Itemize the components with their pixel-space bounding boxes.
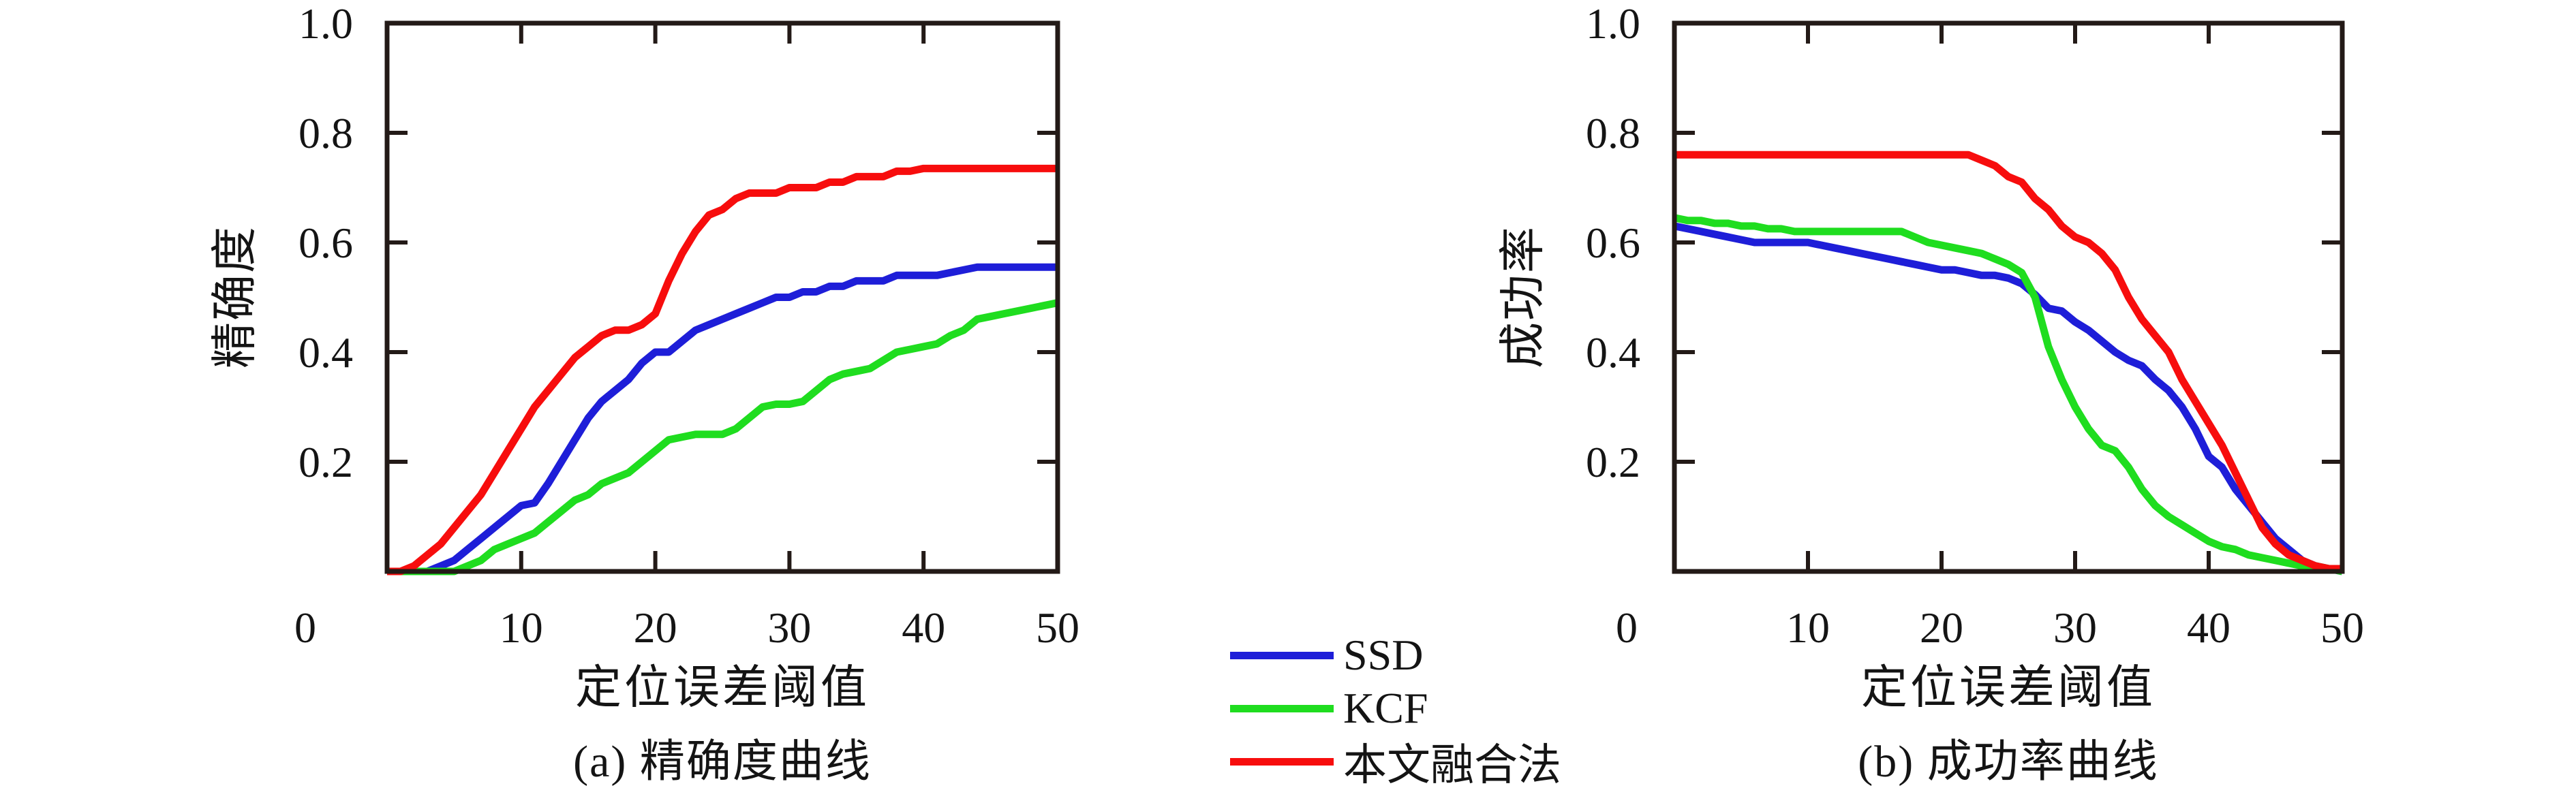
y-tick-label: 0.8 — [298, 109, 353, 157]
y-axis-title-success-rate: 成功率 — [1497, 225, 1549, 369]
legend-label-fusion: 本文融合法 — [1343, 741, 1561, 788]
series-KCF-line — [1673, 214, 2344, 576]
legend-item-kcf: KCF — [1230, 682, 1561, 735]
y-tick-label: 0.6 — [1586, 219, 1640, 267]
y-tick-label: 0.2 — [298, 438, 353, 486]
y-axis-title-precision: 精确度 — [209, 225, 261, 369]
y-tick-label: 0.4 — [1586, 328, 1640, 377]
caption-a: (a) 精确度曲线 — [573, 737, 872, 787]
x-tick-label: 0 — [1616, 603, 1638, 652]
x-tick-label: 30 — [767, 603, 811, 652]
legend: SSD KCF 本文融合法 — [1230, 629, 1561, 788]
y-tick-label: 1.0 — [298, 0, 353, 48]
x-tick-label: 30 — [2053, 603, 2097, 652]
x-tick-label: 40 — [902, 603, 945, 652]
x-tick-label: 40 — [2187, 603, 2230, 652]
series-KCF-line — [387, 299, 1059, 576]
y-tick-label: 1.0 — [1586, 0, 1640, 48]
x-tick-label: 20 — [1920, 603, 1963, 652]
x-tick-label: 50 — [1036, 603, 1079, 652]
x-tick-label: 50 — [2320, 603, 2364, 652]
series-本文融合法-line — [1674, 151, 2342, 573]
caption-b: (b) 成功率曲线 — [1858, 737, 2159, 787]
legend-item-fusion: 本文融合法 — [1230, 735, 1561, 788]
legend-line-fusion — [1230, 757, 1334, 766]
x-axis-title-right: 定位误差阈值 — [1860, 661, 2156, 714]
y-tick-label: 0.8 — [1586, 109, 1640, 157]
x-tick-label: 20 — [634, 603, 677, 652]
legend-item-ssd: SSD — [1230, 629, 1561, 682]
plot-border — [1672, 20, 2345, 574]
legend-label-kcf: KCF — [1343, 684, 1428, 732]
series-SSD-line — [1673, 222, 2344, 576]
x-tick-label: 0 — [294, 603, 316, 652]
series-SSD-line — [387, 263, 1058, 576]
legend-line-ssd — [1230, 651, 1334, 659]
legend-line-kcf — [1230, 704, 1334, 712]
y-tick-label: 0.4 — [298, 328, 353, 377]
series-本文融合法-line — [387, 164, 1058, 576]
legend-label-ssd: SSD — [1343, 631, 1424, 679]
y-tick-label: 0.6 — [298, 219, 353, 267]
y-tick-label: 0.2 — [1586, 438, 1640, 486]
x-tick-label: 10 — [500, 603, 543, 652]
x-tick-label: 10 — [1786, 603, 1830, 652]
plot-border — [384, 20, 1060, 574]
x-axis-title-left: 定位误差阈值 — [574, 661, 870, 714]
